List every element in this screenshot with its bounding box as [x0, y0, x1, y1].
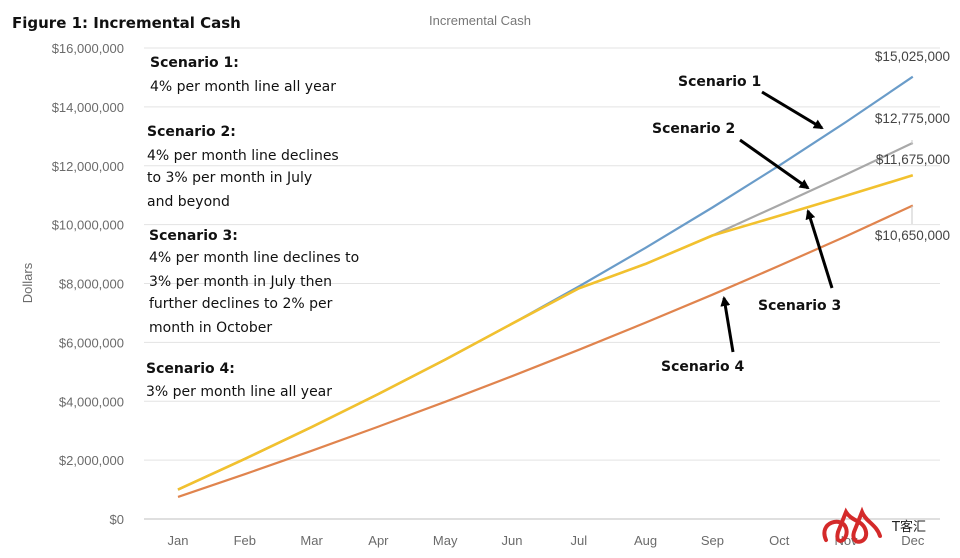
x-tick-label: May — [433, 533, 458, 548]
callout-arrow-scenario-2 — [739, 138, 810, 190]
x-tick-label: Jun — [502, 533, 523, 548]
x-axis-ticks: Jan Feb Mar Apr May Jun Jul Aug Sep Oct Nov Dec — [168, 533, 925, 548]
x-tick-label: Feb — [234, 533, 256, 548]
callout-arrow-scenario-1 — [761, 90, 824, 130]
callout-scenario-3: Scenario 3 — [758, 298, 841, 314]
annotation-line: 4% per month line declines — [147, 148, 339, 164]
y-tick-label: $8,000,000 — [59, 277, 124, 292]
annotation-head: Scenario 2: — [147, 124, 236, 140]
y-tick-label: $14,000,000 — [52, 100, 124, 115]
annotation-scenario-2: Scenario 2: 4% per month line declines t… — [147, 124, 339, 210]
x-tick-label: Jul — [570, 533, 587, 548]
annotation-head: Scenario 1: — [150, 55, 239, 71]
watermark-logo: T客汇 — [822, 506, 926, 544]
y-tick-label: $2,000,000 — [59, 453, 124, 468]
x-tick-label: Jan — [168, 533, 189, 548]
callout-scenario-4: Scenario 4 — [661, 359, 744, 375]
x-tick-label: Oct — [769, 533, 790, 548]
annotation-head: Scenario 3: — [149, 228, 238, 244]
end-data-labels: $15,025,000 $12,775,000 $11,675,000 $10,650… — [875, 49, 950, 243]
annotation-line: to 3% per month in July — [147, 170, 312, 186]
callout-arrow-scenario-4 — [720, 296, 735, 353]
y-tick-label: $16,000,000 — [52, 41, 124, 56]
end-label-scenario-4: $10,650,000 — [875, 228, 950, 243]
chart-title: Incremental Cash — [429, 13, 531, 28]
annotation-line: 4% per month line declines to — [149, 250, 359, 266]
annotation-line: 4% per month line all year — [150, 79, 336, 95]
series-line-scenario-3 — [177, 174, 914, 491]
annotation-scenario-1: Scenario 1: 4% per month line all year — [150, 55, 336, 95]
annotation-head: Scenario 4: — [146, 361, 235, 377]
y-tick-label: $0 — [110, 512, 124, 527]
x-tick-label: Aug — [634, 533, 657, 548]
annotation-line: 3% per month in July then — [149, 274, 332, 290]
annotation-line: 3% per month line all year — [146, 384, 332, 400]
annotation-line: month in October — [149, 320, 272, 336]
annotation-scenario-3: Scenario 3: 4% per month line declines t… — [149, 228, 359, 336]
callout-arrow-scenario-3 — [805, 209, 834, 289]
series-lines — [177, 75, 914, 498]
watermark-text: T客汇 — [891, 519, 926, 535]
watermark-logo-icon — [822, 506, 882, 544]
gridlines — [144, 47, 940, 520]
x-tick-label: Mar — [300, 533, 323, 548]
callout-scenario-2: Scenario 2 — [652, 121, 735, 137]
y-tick-label: $12,000,000 — [52, 159, 124, 174]
annotation-line: further declines to 2% per — [149, 296, 333, 312]
y-axis-ticks: $0 $2,000,000 $4,000,000 $6,000,000 $8,000,0… — [52, 41, 124, 527]
y-tick-label: $10,000,000 — [52, 218, 124, 233]
annotation-scenario-4: Scenario 4: 3% per month line all year — [146, 361, 332, 400]
x-tick-label: Sep — [701, 533, 724, 548]
series-line-scenario-4 — [177, 204, 914, 498]
end-label-scenario-1: $15,025,000 — [875, 49, 950, 64]
y-tick-label: $4,000,000 — [59, 394, 124, 409]
annotation-line: and beyond — [147, 194, 230, 210]
x-tick-label: Dec — [901, 533, 925, 548]
y-axis-label: Dollars — [20, 262, 35, 303]
figure-title: Figure 1: Incremental Cash — [12, 14, 241, 32]
callout-scenario-1: Scenario 1 — [678, 74, 761, 90]
end-label-scenario-2: $12,775,000 — [875, 111, 950, 126]
x-tick-label: Apr — [368, 533, 389, 548]
y-tick-label: $6,000,000 — [59, 335, 124, 350]
end-label-scenario-3: $11,675,000 — [876, 152, 950, 167]
